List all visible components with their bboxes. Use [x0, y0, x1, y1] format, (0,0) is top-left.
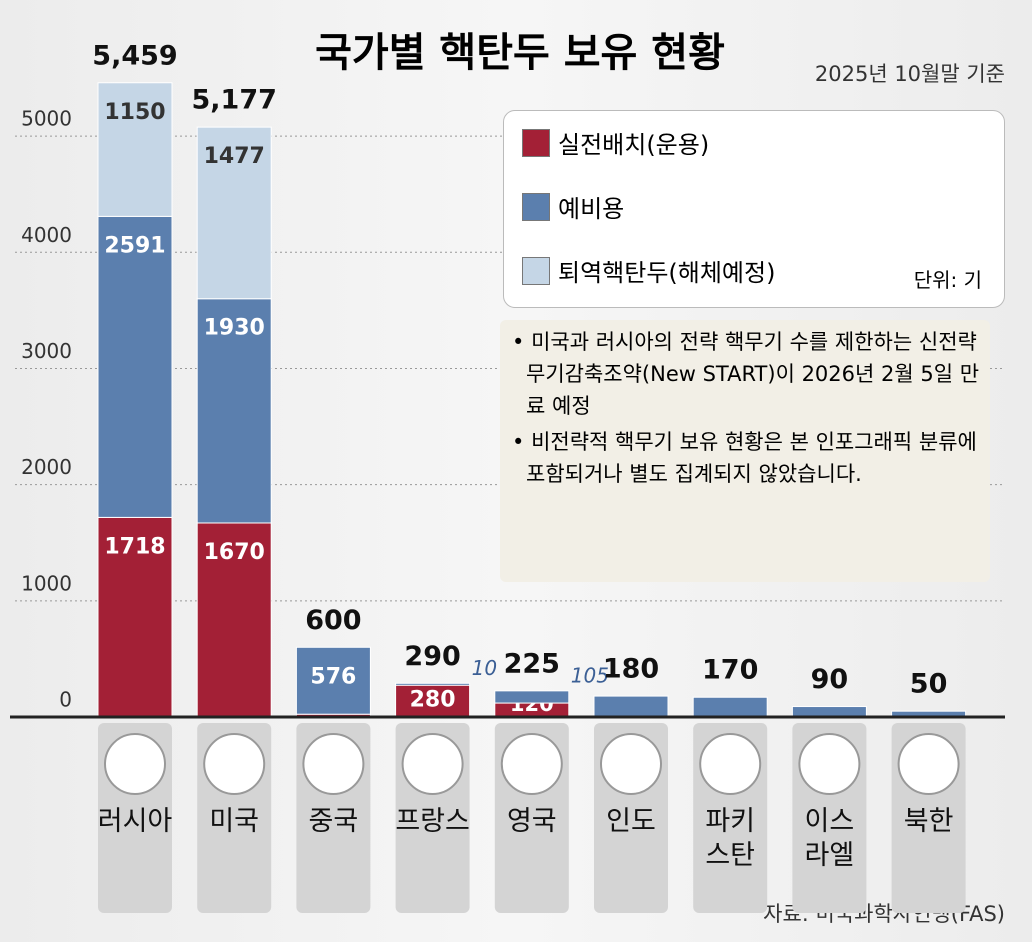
y-tick-label: 2000 — [21, 455, 72, 479]
legend-label: 실전배치(운용) — [558, 131, 710, 159]
title: 국가별 핵탄두 보유 현황 — [315, 30, 725, 76]
y-tick-label: 4000 — [21, 223, 72, 247]
flag — [401, 733, 464, 795]
value-label: 1930 — [204, 316, 265, 341]
value-label: 105 — [571, 663, 609, 687]
flag — [104, 733, 166, 795]
bar-segment — [97, 82, 173, 217]
total-label: 170 — [702, 655, 758, 686]
legend-swatch — [522, 192, 550, 221]
flag — [203, 733, 266, 795]
total-label: 90 — [811, 664, 849, 695]
legend-item: 예비용 — [522, 189, 624, 224]
total-label: 290 — [404, 641, 460, 672]
note-text: 미국과 러시아의 전략 핵무기 수를 제한하는 신전략무기감축조약(New ST… — [526, 330, 980, 418]
value-label: 576 — [310, 664, 356, 689]
legend-item: 실전배치(운용) — [522, 125, 709, 160]
bar-segment — [295, 646, 371, 715]
legend-label: 퇴역핵탄두(해체예정) — [558, 259, 776, 287]
legend-swatch — [522, 128, 550, 157]
bar-segment — [593, 695, 669, 718]
legend-label: 예비용 — [558, 195, 625, 223]
bar-segment — [395, 682, 471, 686]
total-label: 180 — [603, 654, 659, 685]
total-label: 225 — [504, 648, 560, 679]
bar-segment — [97, 516, 173, 718]
bar-segment — [692, 696, 768, 718]
value-label: 10 — [472, 656, 497, 680]
bar-segment — [791, 706, 867, 718]
flag — [798, 733, 861, 795]
x-tick-label: 프랑스 — [395, 806, 470, 837]
bar-segment — [97, 215, 173, 518]
flag — [897, 733, 960, 795]
note-text: 비전략적 핵무기 보유 현황은 본 인포그래픽 분류에 포함되거나 별도 집계되… — [526, 430, 977, 486]
value-label: 1670 — [204, 540, 265, 565]
flag — [600, 733, 662, 795]
flag — [500, 733, 563, 795]
x-tick-label: 러시아 — [97, 806, 173, 837]
x-tick-label: 인도 — [606, 806, 656, 837]
value-label: 280 — [410, 688, 456, 713]
subtitle: 2025년 10월말 기준 — [815, 62, 1005, 86]
x-tick-label: 중국 — [308, 806, 359, 837]
total-label: 50 — [910, 669, 948, 700]
unit: 단위: 기 — [913, 268, 982, 292]
total-label: 5,459 — [92, 40, 177, 71]
x-tick-label: 미국 — [209, 806, 260, 837]
x-tick-label: 파키 스탄 — [705, 806, 756, 871]
legend-item: 퇴역핵탄두(해체예정) — [522, 253, 775, 288]
bar-segment — [196, 126, 272, 300]
total-label: 600 — [305, 605, 361, 636]
value-label: 2591 — [104, 233, 165, 258]
y-tick-label: 5000 — [21, 107, 72, 131]
notes: • 미국과 러시아의 전략 핵무기 수를 제한하는 신전략무기감축조약(New … — [500, 320, 990, 582]
x-tick-label: 이스 라엘 — [804, 806, 855, 871]
total-label: 5,177 — [191, 85, 276, 116]
bar-segment — [494, 690, 570, 704]
flag — [302, 733, 365, 795]
note: • 미국과 러시아의 전략 핵무기 수를 제한하는 신전략무기감축조약(New … — [512, 330, 980, 418]
value-label: 1477 — [204, 144, 265, 169]
y-tick-label: 3000 — [21, 339, 72, 363]
y-tick-label: 0 — [59, 688, 72, 712]
y-tick-label: 1000 — [21, 571, 72, 595]
value-label: 1150 — [104, 100, 165, 125]
note: • 비전략적 핵무기 보유 현황은 본 인포그래픽 분류에 포함되거나 별도 집… — [512, 430, 977, 486]
legend-swatch — [522, 256, 550, 285]
flag — [699, 733, 762, 795]
x-tick-label: 영국 — [506, 806, 557, 837]
bar-segment — [196, 298, 272, 524]
x-tick-label: 북한 — [903, 806, 954, 837]
value-label: 1718 — [104, 534, 165, 559]
